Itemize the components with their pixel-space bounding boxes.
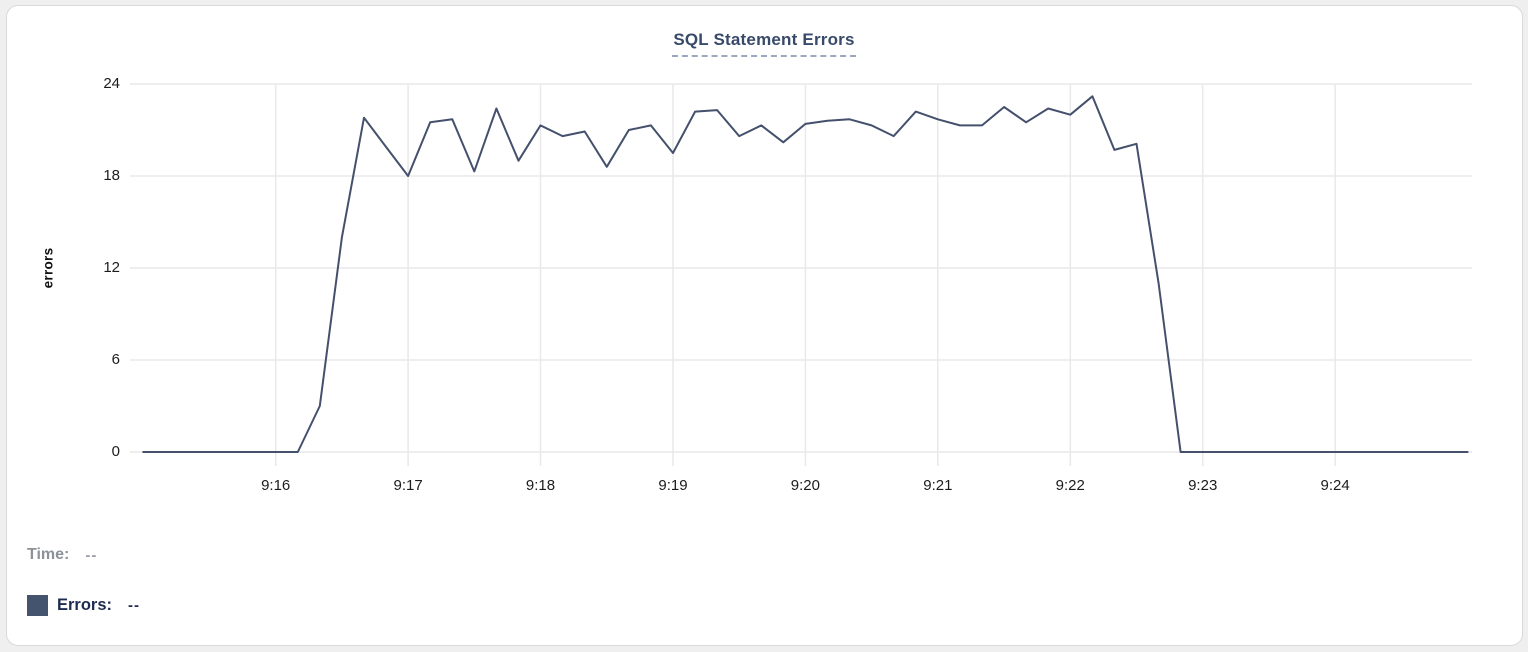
y-tick-label: 0 — [111, 443, 120, 460]
x-tick-label: 9:24 — [1320, 477, 1350, 494]
x-tick-label: 9:20 — [790, 477, 820, 494]
y-tick-label: 6 — [111, 351, 120, 368]
chart-panel — [6, 5, 1523, 646]
errors-line-series — [142, 95, 1469, 453]
errors-readout-row: Errors: -- — [27, 593, 140, 617]
y-axis-label: errors — [40, 247, 56, 289]
x-tick-label: 9:16 — [261, 477, 291, 494]
y-tick-label: 12 — [103, 259, 120, 276]
x-tick-label: 9:23 — [1188, 477, 1218, 494]
x-tick-label: 9:17 — [393, 477, 423, 494]
y-tick-label: 18 — [103, 167, 120, 184]
x-tick-label: 9:19 — [658, 477, 688, 494]
time-value: -- — [85, 546, 98, 564]
x-tick-label: 9:21 — [923, 477, 953, 494]
errors-value: -- — [128, 596, 141, 614]
errors-legend-swatch — [27, 594, 48, 616]
x-tick-label: 9:22 — [1055, 477, 1085, 494]
chart-title[interactable]: SQL Statement Errors — [672, 30, 856, 57]
y-tick-label: 24 — [103, 75, 120, 92]
time-label: Time: — [27, 546, 70, 563]
hover-readout: Time: -- Errors: -- — [27, 543, 140, 617]
chart-header: SQL Statement Errors — [0, 30, 1528, 57]
time-readout-row: Time: -- — [27, 543, 140, 567]
errors-label: Errors: — [57, 595, 113, 614]
x-tick-label: 9:18 — [525, 477, 556, 494]
